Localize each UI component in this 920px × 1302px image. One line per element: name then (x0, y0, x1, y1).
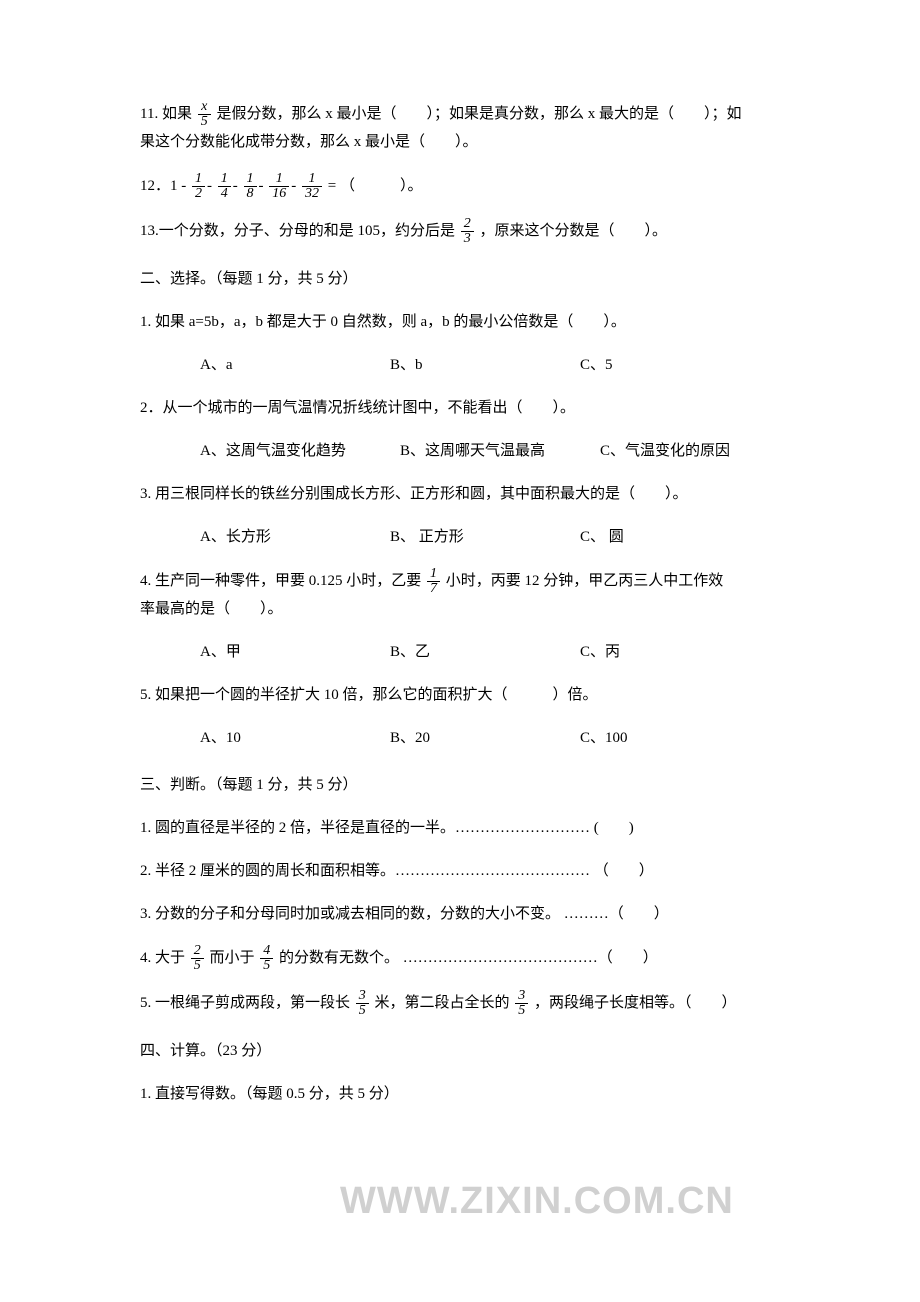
s3-q5-prefix: 5. 一根绳子剪成两段，第一段长 (140, 995, 354, 1011)
s2-q4-prefix: 4. 生产同一种零件，甲要 0.125 小时，乙要 (140, 573, 425, 589)
question-13: 13.一个分数，分子、分母的和是 105，约分后是 2 3 ，原来这个分数是（ … (140, 217, 780, 246)
s2-q5-optC: C、100 (580, 725, 740, 752)
s2-q4-optC: C、丙 (580, 639, 740, 666)
s3-q4: 4. 大于 2 5 而小于 4 5 的分数有无数个。 …………………………………… (140, 944, 780, 973)
question-11: 11. 如果 x 5 是假分数，那么 x 最小是（ ）；如果是真分数，那么 x … (140, 100, 780, 156)
s3-q5-frac2: 3 5 (515, 989, 528, 1018)
s2-q2-optC: C、气温变化的原因 (600, 438, 730, 465)
question-12: 12．1 - 1 2 - 1 4 - 1 8 - 1 16 - 1 32 = （… (140, 172, 780, 201)
s2-q4-optB: B、乙 (390, 639, 580, 666)
q12-suffix: = （ ）。 (328, 178, 423, 194)
s2-q1-text: 1. 如果 a=5b，a，b 都是大于 0 自然数，则 a，b 的最小公倍数是（… (140, 309, 780, 336)
s2-q5-optA: A、10 (200, 725, 390, 752)
section-4-title: 四、计算。（23 分） (140, 1038, 780, 1065)
s3-q4-frac2: 4 5 (260, 944, 273, 973)
s3-q5-frac1: 3 5 (356, 989, 369, 1018)
q11-fraction: x 5 (198, 100, 211, 129)
q12-frac5: 1 32 (302, 172, 322, 201)
s2-question-1: 1. 如果 a=5b，a，b 都是大于 0 自然数，则 a，b 的最小公倍数是（… (140, 309, 780, 336)
s2-q2-options: A、这周气温变化趋势 B、这周哪天气温最高 C、气温变化的原因 (140, 438, 780, 465)
s2-q4-mid: 小时，丙要 12 分钟，甲乙丙三人中工作效 (446, 573, 724, 589)
q13-suffix: ，原来这个分数是（ ）。 (480, 223, 668, 239)
watermark: WWW.ZIXIN.COM.CN (340, 1167, 734, 1235)
s2-q1-optA: A、a (200, 352, 390, 379)
s3-q5-mid: 米，第二段占全长的 (375, 995, 514, 1011)
q11-prefix: 11. 如果 (140, 106, 192, 122)
s4-q1: 1. 直接写得数。（每题 0.5 分，共 5 分） (140, 1081, 780, 1108)
q13-fraction: 2 3 (461, 217, 474, 246)
s2-q1-optB: B、b (390, 352, 580, 379)
s2-question-3: 3. 用三根同样长的铁丝分别围成长方形、正方形和圆，其中面积最大的是（ ）。 (140, 481, 780, 508)
section-3-title: 三、判断。（每题 1 分，共 5 分） (140, 772, 780, 799)
s2-question-4: WWW.ZIXIN.COM.CN 4. 生产同一种零件，甲要 0.125 小时，… (140, 567, 780, 623)
s2-q1-optC: C、5 (580, 352, 740, 379)
s2-q5-text: 5. 如果把一个圆的半径扩大 10 倍，那么它的面积扩大（ ）倍。 (140, 682, 780, 709)
s2-q2-text: 2．从一个城市的一周气温情况折线统计图中，不能看出（ ）。 (140, 395, 780, 422)
q12-frac2: 1 4 (218, 172, 231, 201)
section-2-title: 二、选择。（每题 1 分，共 5 分） (140, 266, 780, 293)
q12-prefix: 12．1 - (140, 178, 186, 194)
q11-part1: 是假分数，那么 x 最小是（ ）；如果是真分数，那么 x 最大的是（ ）；如 (216, 106, 741, 122)
s2-q3-text: 3. 用三根同样长的铁丝分别围成长方形、正方形和圆，其中面积最大的是（ ）。 (140, 481, 780, 508)
s3-q2: 2. 半径 2 厘米的圆的周长和面积相等。………………………………… （ ） (140, 858, 780, 885)
s2-q5-options: A、10 B、20 C、100 (140, 725, 780, 752)
s2-q2-optA: A、这周气温变化趋势 (200, 438, 400, 465)
s3-q4-suffix: 的分数有无数个。 …………………………………（ ） (279, 950, 658, 966)
s2-question-5: 5. 如果把一个圆的半径扩大 10 倍，那么它的面积扩大（ ）倍。 (140, 682, 780, 709)
s2-q4-options: A、甲 B、乙 C、丙 (140, 639, 780, 666)
s2-q3-options: A、长方形 B、 正方形 C、 圆 (140, 524, 780, 551)
s3-q5: 5. 一根绳子剪成两段，第一段长 3 5 米，第二段占全长的 3 5 ，两段绳子… (140, 989, 780, 1018)
s2-q4-line2: 率最高的是（ ）。 (140, 601, 283, 617)
s3-q4-prefix: 4. 大于 (140, 950, 189, 966)
s2-q4-optA: A、甲 (200, 639, 390, 666)
s2-q2-optB: B、这周哪天气温最高 (400, 438, 600, 465)
s3-q3: 3. 分数的分子和分母同时加或减去相同的数，分数的大小不变。 ………（ ） (140, 901, 780, 928)
s2-question-2: 2．从一个城市的一周气温情况折线统计图中，不能看出（ ）。 (140, 395, 780, 422)
q11-part2: 果这个分数能化成带分数，那么 x 最小是（ ）。 (140, 134, 478, 150)
s2-q5-optB: B、20 (390, 725, 580, 752)
s2-q3-optA: A、长方形 (200, 524, 390, 551)
q12-frac1: 1 2 (192, 172, 205, 201)
q12-frac3: 1 8 (244, 172, 257, 201)
s3-q4-mid: 而小于 (210, 950, 259, 966)
s3-q1: 1. 圆的直径是半径的 2 倍，半径是直径的一半。……………………… ( ) (140, 815, 780, 842)
s2-q1-options: A、a B、b C、5 (140, 352, 780, 379)
s3-q5-suffix: ，两段绳子长度相等。（ ） (534, 995, 737, 1011)
s3-q4-frac1: 2 5 (191, 944, 204, 973)
s2-q3-optB: B、 正方形 (390, 524, 580, 551)
q12-frac4: 1 16 (269, 172, 289, 201)
s2-q3-optC: C、 圆 (580, 524, 740, 551)
s2-q4-fraction: 1 7 (427, 567, 440, 596)
q13-prefix: 13.一个分数，分子、分母的和是 105，约分后是 (140, 223, 459, 239)
